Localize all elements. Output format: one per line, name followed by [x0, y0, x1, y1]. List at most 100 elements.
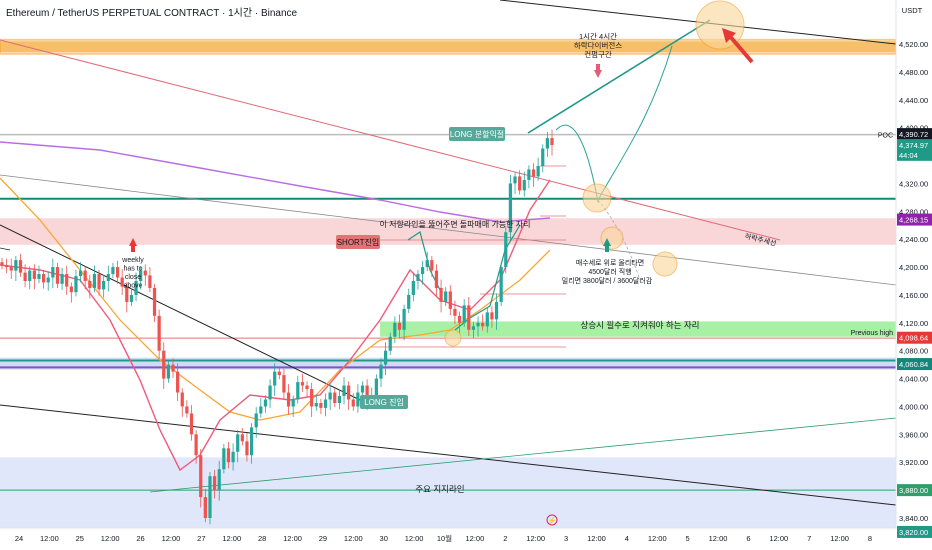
candle-body	[185, 406, 189, 414]
candle-body	[268, 385, 272, 400]
price-tag: 4,060.84	[899, 360, 928, 369]
y-tick-label: 4,120.00	[899, 319, 928, 328]
annot-long-entry: LONG 진입	[364, 397, 404, 407]
candle-body	[434, 270, 439, 288]
y-tick-label: 4,040.00	[899, 375, 928, 384]
candle	[97, 269, 101, 296]
candle-body	[328, 392, 332, 400]
annot-buy-1: 매수세로 위로 올리타면	[576, 258, 644, 267]
candle	[490, 306, 494, 328]
candle	[37, 265, 41, 284]
annot-weekly-2: close	[125, 274, 141, 281]
candle-body	[536, 165, 540, 177]
candle-body	[83, 270, 87, 281]
candle-body	[397, 322, 402, 330]
candle-body	[310, 389, 314, 407]
x-tick-label: 26	[136, 534, 144, 543]
x-tick-label: 12:00	[283, 534, 302, 543]
candle-body	[212, 476, 217, 491]
annot-weekly-3: above	[123, 283, 142, 290]
candle-body	[32, 270, 36, 279]
x-tick-label: 10월	[437, 533, 452, 543]
price-tag-box	[897, 139, 932, 152]
candles-layer	[0, 129, 554, 525]
candle-body	[291, 399, 295, 407]
candle-body	[125, 286, 129, 302]
candle	[194, 430, 198, 464]
candle-body	[305, 385, 309, 390]
candle	[236, 430, 240, 463]
candle-body	[194, 434, 198, 456]
candle-body	[273, 371, 277, 386]
candle	[125, 282, 129, 313]
currency-label: USDT	[902, 6, 923, 15]
candle-body	[342, 385, 346, 397]
candle-body	[420, 267, 425, 275]
annot-long-entry-box	[360, 395, 408, 409]
candle	[28, 266, 32, 290]
candle-body	[51, 267, 55, 278]
lightning-glyph: ⚡	[548, 516, 557, 525]
price-axis[interactable]	[896, 0, 932, 550]
y-tick-label: 3,920.00	[899, 458, 928, 467]
annot-timeframes: 1시간 4시간	[579, 31, 617, 41]
x-tick-label: 12:00	[648, 534, 667, 543]
candle-body	[439, 287, 443, 302]
black-line-left-high	[0, 224, 361, 401]
highlight-circle-2	[652, 251, 678, 277]
candle	[527, 165, 531, 189]
x-tick-label: 12:00	[830, 534, 849, 543]
candle-body	[162, 350, 166, 379]
arrow-up-green-icon	[603, 238, 611, 246]
x-tick-label: 25	[76, 534, 84, 543]
candle-body	[9, 267, 13, 271]
zone-orange-resistance	[0, 41, 896, 53]
price-tag: 4,268.15	[899, 216, 928, 225]
candle	[485, 308, 489, 333]
candle-body	[60, 274, 64, 284]
candle-body	[527, 169, 531, 180]
candle	[333, 388, 337, 408]
time-axis[interactable]	[0, 528, 932, 550]
candle-body	[494, 301, 499, 320]
candle	[462, 299, 466, 328]
candle-body	[462, 305, 466, 323]
candle-body	[222, 448, 226, 470]
x-tick-label: 3	[564, 534, 568, 543]
candle-body	[97, 274, 101, 290]
candle	[337, 389, 342, 410]
candle	[111, 262, 115, 279]
candle	[323, 393, 328, 417]
price-tag: 3,880.00	[899, 486, 928, 495]
candle	[296, 375, 300, 404]
lightning-icon[interactable]	[546, 514, 558, 526]
candle-body	[180, 392, 184, 407]
candle-body	[374, 378, 378, 397]
candle-body	[531, 169, 536, 177]
candle	[249, 423, 254, 464]
candle	[277, 367, 281, 380]
level-label-Previous-high: Previous high	[851, 330, 894, 337]
candle-body	[0, 262, 4, 265]
candle-body	[323, 399, 328, 408]
candle-body	[383, 350, 388, 365]
candle	[351, 393, 355, 411]
candle	[60, 267, 64, 291]
candle	[185, 400, 189, 418]
candle	[286, 384, 291, 415]
candle-body	[263, 399, 268, 407]
candle	[448, 285, 452, 316]
candle-body	[102, 281, 106, 290]
candle-body	[351, 399, 355, 407]
candle-body	[416, 274, 420, 281]
candle	[32, 264, 36, 290]
candle	[139, 266, 143, 290]
candle	[494, 293, 499, 330]
price-tag-box	[897, 148, 932, 161]
candle-body	[504, 232, 508, 268]
annot-divergence: 하락다이버전스	[574, 40, 622, 50]
candle	[51, 258, 55, 288]
y-tick-label: 4,440.00	[899, 96, 928, 105]
x-tick-label: 12:00	[162, 534, 181, 543]
